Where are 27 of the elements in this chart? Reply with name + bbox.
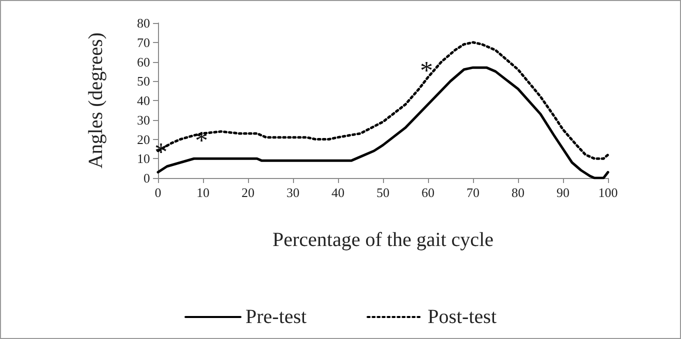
x-tick-label: 100 [598,185,618,200]
legend-label: Pre-test [246,306,308,328]
y-tick-label: 70 [137,34,150,50]
x-tick-label: 90 [556,185,570,200]
annotation: * [195,126,208,155]
x-tick-label: 20 [242,185,254,200]
legend-label: Post-test [428,306,497,328]
x-tick-label: 40 [332,185,344,200]
y-tick-label: 50 [137,74,150,89]
annotation: * [420,56,433,86]
x-tick-label: 80 [512,185,524,200]
x-tick-label: 60 [422,185,434,200]
x-tick-label: 30 [286,185,300,200]
y-tick-label: 40 [137,93,150,108]
y-tick-label: 10 [137,151,150,166]
x-axis-title: Percentage of the gait cycle [272,229,494,251]
y-tick-label: 30 [137,112,150,128]
y-tick-label: 20 [137,132,150,147]
x-tick-label: 50 [376,185,390,200]
x-tick-label: 0 [154,185,162,200]
line-series [156,41,610,160]
y-tick-label: 0 [144,170,150,186]
y-tick-label: 80 [137,16,150,30]
x-tick-label: 70 [466,185,480,200]
x-tick-label: 10 [196,185,210,200]
y-axis-title: Angles (degrees) [85,32,107,169]
y-tick-label: 60 [137,54,150,70]
